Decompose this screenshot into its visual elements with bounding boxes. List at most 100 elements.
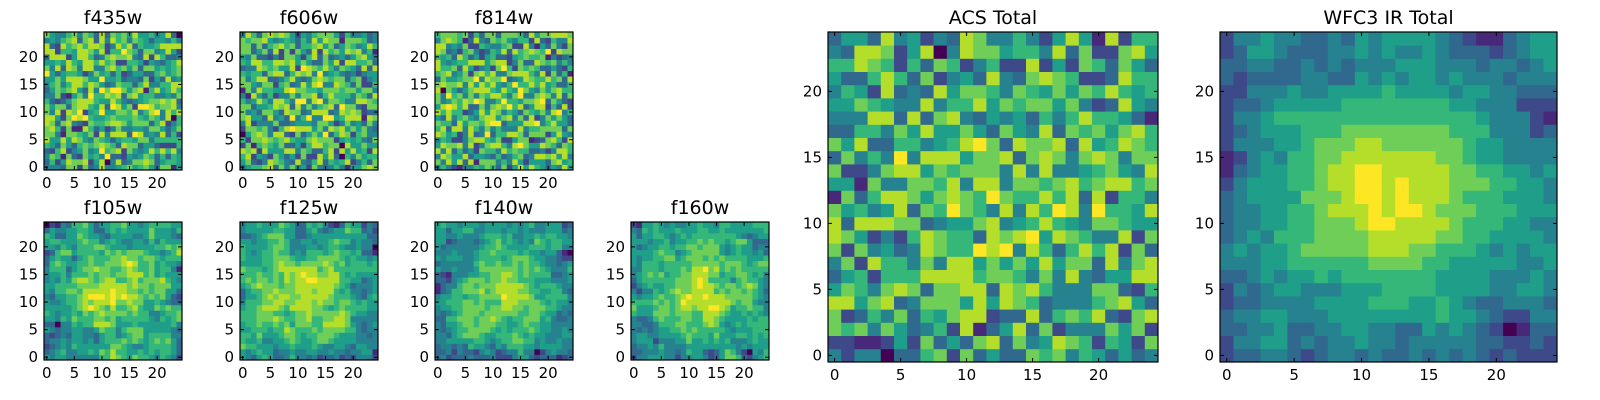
heatmap-cell: [658, 249, 665, 256]
heatmap-cell: [240, 321, 246, 328]
heatmap-cell: [82, 315, 89, 322]
heatmap-cell: [462, 271, 469, 278]
heatmap-cell: [278, 48, 285, 55]
heatmap-cell: [93, 158, 100, 165]
heatmap-cell: [1118, 309, 1132, 323]
heatmap-cell: [165, 147, 172, 154]
heatmap-cell: [686, 249, 693, 256]
heatmap-cell: [1131, 230, 1146, 244]
heatmap-cell: [339, 343, 346, 350]
heatmap-cell: [719, 310, 726, 317]
heatmap-cell: [512, 321, 519, 328]
heatmap-cell: [71, 304, 78, 311]
heatmap-cell: [867, 190, 882, 204]
heatmap-cell: [446, 125, 452, 132]
heatmap-cell: [741, 293, 748, 300]
heatmap-cell: [82, 255, 89, 262]
heatmap-cell: [317, 59, 324, 66]
heatmap-cell: [719, 249, 726, 256]
heatmap-cell: [675, 315, 682, 322]
heatmap-cell: [289, 131, 296, 138]
heatmap-cell: [523, 120, 530, 127]
heatmap-cell: [366, 54, 373, 60]
heatmap-cell: [457, 70, 463, 77]
heatmap-cell: [71, 293, 78, 300]
heatmap-cell: [317, 299, 324, 306]
heatmap-cell: [176, 98, 183, 105]
heatmap-cell: [104, 76, 111, 83]
heatmap-cell: [262, 164, 268, 171]
heatmap-cell: [675, 277, 682, 284]
heatmap-cell: [115, 136, 122, 143]
heatmap-cell: [1118, 282, 1132, 297]
heatmap-cell: [93, 87, 100, 94]
heatmap-cell: [435, 76, 441, 83]
heatmap-cell: [170, 131, 177, 138]
heatmap-cell: [636, 255, 643, 262]
heatmap-cell: [366, 321, 373, 328]
heatmap-cell: [300, 321, 307, 328]
heatmap-cell: [462, 153, 469, 160]
heatmap-cell: [933, 230, 948, 244]
heatmap-cell: [658, 332, 665, 339]
heatmap-cell: [49, 315, 56, 322]
heatmap-cell: [473, 98, 480, 105]
heatmap-cell: [311, 109, 318, 116]
heatmap-cell: [462, 76, 469, 83]
heatmap-cell: [126, 87, 133, 94]
heatmap-cell: [1052, 282, 1066, 297]
heatmap-cell: [669, 315, 676, 322]
heatmap-cell: [719, 233, 726, 239]
heatmap-cell: [741, 343, 748, 350]
heatmap-cell: [517, 147, 524, 154]
heatmap-cell: [539, 54, 546, 60]
heatmap-cell: [550, 348, 557, 355]
heatmap-cell: [468, 354, 475, 361]
heatmap-cell: [757, 310, 764, 317]
heatmap-cell: [512, 255, 519, 262]
heatmap-cell: [691, 222, 698, 228]
heatmap-cell: [490, 125, 497, 132]
heatmap-cell: [317, 37, 324, 44]
heatmap-cell: [894, 322, 908, 336]
heatmap-cell: [484, 136, 491, 143]
heatmap-cell: [104, 326, 111, 333]
heatmap-cell: [451, 326, 458, 333]
heatmap-cell: [517, 87, 524, 94]
heatmap-cell: [44, 227, 50, 234]
heatmap-cell: [473, 260, 480, 267]
heatmap-cell: [66, 98, 72, 105]
heatmap-cell: [894, 177, 908, 191]
heatmap-cell: [468, 131, 475, 138]
heatmap-cell: [137, 326, 144, 333]
heatmap-cell: [1105, 190, 1119, 204]
heatmap-cell: [451, 136, 458, 143]
heatmap-cell: [137, 164, 144, 171]
heatmap-cell: [473, 304, 480, 311]
heatmap-cell: [556, 271, 563, 278]
heatmap-cell: [960, 190, 974, 204]
heatmap-cell: [479, 343, 486, 350]
heatmap-cell: [664, 260, 671, 267]
heatmap-cell: [1131, 243, 1146, 257]
heatmap-cell: [517, 310, 524, 317]
heatmap-cell: [506, 343, 513, 350]
heatmap-cell: [49, 282, 56, 289]
heatmap-cell: [148, 304, 155, 311]
heatmap-cell: [366, 81, 373, 88]
heatmap-cell: [506, 227, 513, 234]
heatmap-cell: [361, 81, 368, 88]
heatmap-cell: [697, 227, 704, 234]
heatmap-cell: [719, 326, 726, 333]
heatmap-cell: [44, 37, 50, 44]
heatmap-cell: [267, 255, 274, 262]
heatmap-cell: [148, 227, 155, 234]
heatmap-cell: [322, 233, 329, 239]
heatmap-cell: [121, 37, 128, 44]
heatmap-cell: [457, 249, 463, 256]
heatmap-cell: [300, 326, 307, 333]
heatmap-cell: [148, 354, 155, 361]
heatmap-cell: [697, 222, 704, 228]
heatmap-cell: [328, 37, 335, 44]
heatmap-cell: [300, 48, 307, 55]
